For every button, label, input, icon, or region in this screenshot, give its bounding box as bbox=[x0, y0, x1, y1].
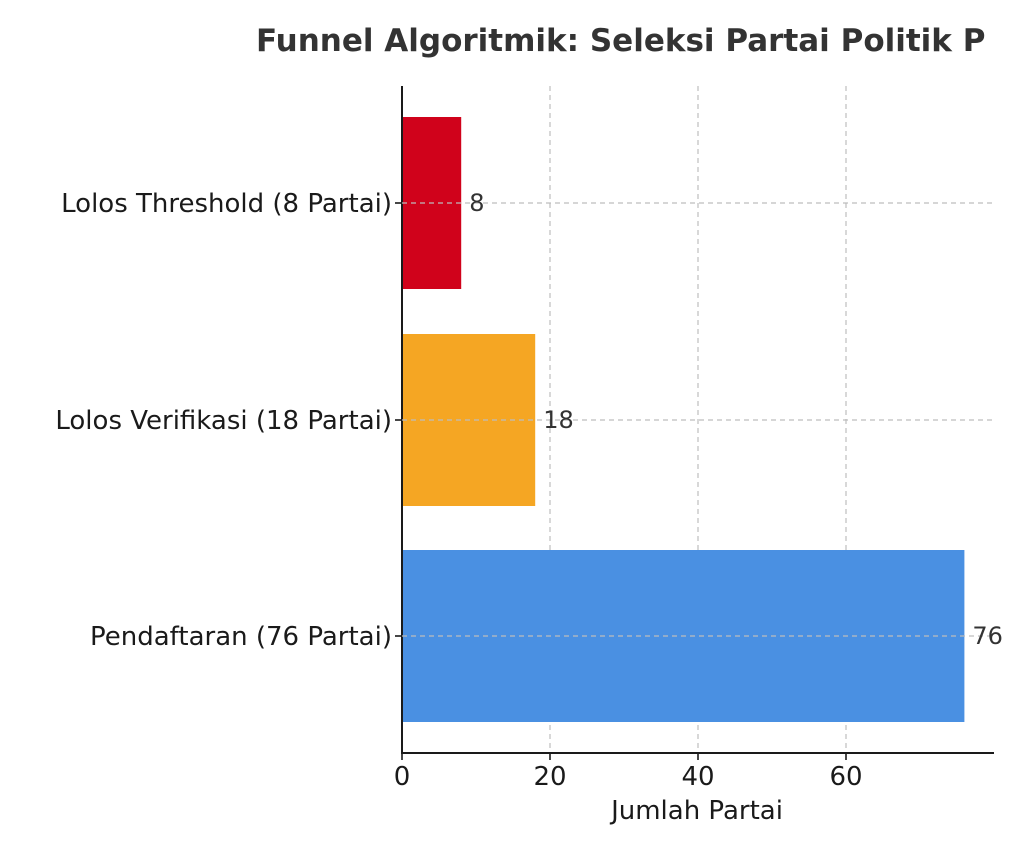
category-label: Lolos Verifikasi (18 Partai) bbox=[55, 406, 392, 436]
x-tick-label: 20 bbox=[533, 762, 566, 792]
chart-title: Funnel Algoritmik: Seleksi Partai Politi… bbox=[256, 23, 985, 59]
x-tick-label: 60 bbox=[829, 762, 862, 792]
data-label: 18 bbox=[543, 406, 574, 434]
category-label: Lolos Threshold (8 Partai) bbox=[61, 189, 392, 219]
x-axis-label: Jumlah Partai bbox=[609, 796, 783, 826]
labels: 76 18 8 bbox=[402, 189, 1003, 650]
axis-ticks: 0 20 40 60 Pendaftaran (76 Partai) Lolos Veri… bbox=[55, 189, 862, 792]
data-label: 8 bbox=[469, 189, 484, 217]
data-label: 76 bbox=[972, 622, 1003, 650]
x-tick-label: 0 bbox=[394, 762, 411, 792]
x-tick-label: 40 bbox=[681, 762, 714, 792]
category-label: Pendaftaran (76 Partai) bbox=[90, 622, 392, 652]
